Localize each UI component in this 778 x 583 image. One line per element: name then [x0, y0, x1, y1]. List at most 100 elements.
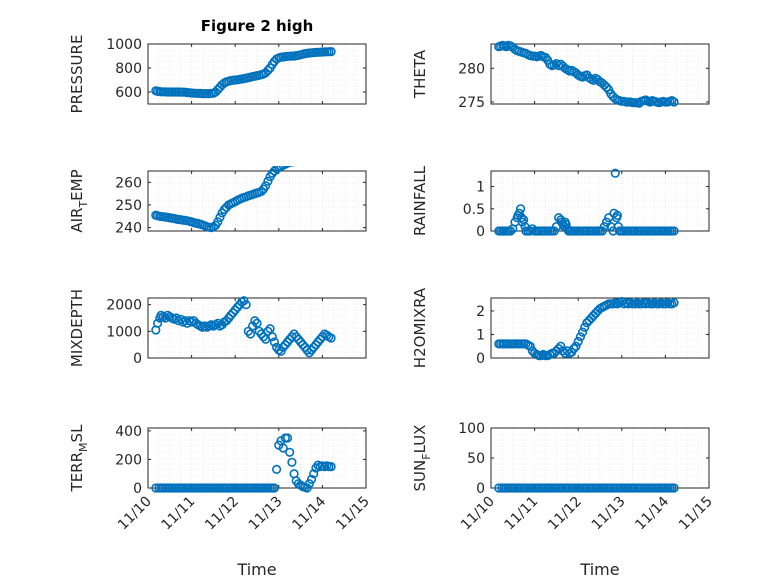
- data-point: [215, 212, 225, 222]
- data-point: [269, 337, 280, 347]
- data-point: [588, 75, 599, 85]
- data-point: [291, 332, 301, 342]
- data-point: [153, 318, 163, 328]
- x-tick-label: 11/13: [589, 494, 629, 534]
- x-tick-label: 11/11: [502, 494, 542, 534]
- y-tick-label: 250: [115, 198, 142, 214]
- data-point: [286, 166, 293, 167]
- y-tick-label: 1000: [106, 37, 142, 53]
- y-axis-label: THETA: [411, 49, 429, 99]
- data-point: [250, 316, 260, 326]
- y-tick-label: 0: [476, 224, 485, 240]
- data-point: [327, 150, 335, 158]
- data-point: [256, 186, 267, 196]
- data-point: [573, 336, 583, 347]
- y-tick-label: 240: [115, 221, 142, 237]
- data-point: [301, 155, 309, 163]
- subplot-terr-msl: 0 200 400 11/10 11/11 11/12 11/13 11/14 11/15 Tim…: [68, 424, 373, 579]
- data-point: [285, 447, 295, 457]
- y-axis-label: PRESSURE: [68, 35, 86, 114]
- x-axis-label: Time: [236, 560, 276, 579]
- data-point: [326, 46, 336, 57]
- y-tick-label: 1: [476, 327, 485, 343]
- data-point: [608, 226, 618, 236]
- data-point: [272, 464, 282, 475]
- x-tick-label: 11/14: [632, 493, 672, 533]
- subplot-sun-flux: 0 50 100 11/10 11/11 11/12 11/13 11/14 11/15 Time…: [411, 421, 716, 579]
- data-series: [494, 296, 679, 361]
- data-series: [151, 296, 336, 358]
- data-point: [321, 151, 329, 159]
- data-point: [261, 181, 271, 191]
- data-point: [292, 157, 300, 165]
- data-point: [314, 153, 322, 161]
- y-tick-label: 400: [115, 424, 142, 440]
- x-axis-label: Time: [579, 560, 619, 579]
- data-point: [312, 153, 320, 161]
- data-point: [283, 166, 292, 168]
- data-point: [263, 65, 273, 75]
- data-point: [263, 176, 273, 186]
- data-point: [308, 154, 316, 162]
- data-point: [287, 457, 297, 467]
- data-point: [515, 204, 526, 214]
- y-tick-label: 280: [458, 61, 485, 77]
- y-axis-label: RAINFALL: [411, 165, 429, 236]
- data-point: [180, 316, 190, 326]
- x-tick-label: 11/15: [676, 494, 716, 534]
- y-tick-label: 0: [476, 351, 485, 367]
- y-axis-label: AIRTEMP: [68, 169, 90, 232]
- data-point: [319, 152, 327, 160]
- y-axis-label: H2OMIXRA: [411, 287, 429, 368]
- data-series: [151, 150, 335, 233]
- data-point: [575, 332, 586, 342]
- data-point: [325, 150, 333, 158]
- subplot-pressure: 600 800 1000 PRESSURE Figure 2 high: [68, 17, 367, 114]
- data-point: [267, 332, 277, 342]
- y-tick-label: 50: [467, 451, 485, 467]
- data-point: [295, 157, 303, 165]
- data-point: [326, 462, 336, 472]
- data-point: [281, 166, 290, 169]
- data-point: [612, 210, 623, 220]
- data-point: [580, 322, 590, 333]
- data-point: [241, 300, 251, 310]
- x-tick-label: 11/10: [115, 494, 155, 534]
- data-point: [525, 226, 535, 236]
- data-point: [669, 97, 679, 107]
- data-point: [514, 208, 524, 218]
- data-point: [282, 433, 293, 443]
- y-axis-label: SUNFLUX: [411, 425, 433, 492]
- subplot-h2omixra: 0 1 2 H2OMIXRA: [411, 287, 710, 368]
- data-point: [289, 166, 294, 167]
- y-tick-label: 0: [476, 481, 485, 497]
- data-point: [597, 226, 607, 236]
- data-point: [326, 333, 336, 343]
- data-point: [556, 341, 566, 351]
- data-point: [316, 152, 324, 160]
- data-series: [494, 168, 679, 236]
- data-point: [569, 344, 579, 354]
- data-point: [669, 298, 679, 308]
- y-axis-label: MIXDEPTH: [68, 289, 86, 367]
- data-point: [269, 483, 280, 493]
- x-tick-label: 11/11: [159, 494, 199, 534]
- data-point: [560, 348, 570, 358]
- x-tick-label: 11/14: [289, 493, 329, 533]
- data-point: [577, 327, 588, 337]
- data-point: [599, 222, 610, 232]
- y-tick-label: 275: [458, 95, 485, 111]
- x-tick-label: 11/12: [202, 494, 242, 534]
- subplot-theta: 275 280 THETA: [411, 40, 710, 111]
- subplot-mixdepth: 0 1000 2000 MIXDEPTH: [68, 289, 367, 367]
- y-tick-label: 1: [476, 180, 485, 196]
- data-point: [310, 154, 318, 162]
- data-point: [525, 341, 535, 351]
- data-point: [303, 155, 311, 163]
- data-point: [323, 151, 331, 159]
- data-series: [151, 433, 336, 493]
- y-tick-label: 1000: [106, 324, 142, 340]
- data-point: [293, 166, 296, 167]
- chart-title: Figure 2 high: [201, 17, 314, 35]
